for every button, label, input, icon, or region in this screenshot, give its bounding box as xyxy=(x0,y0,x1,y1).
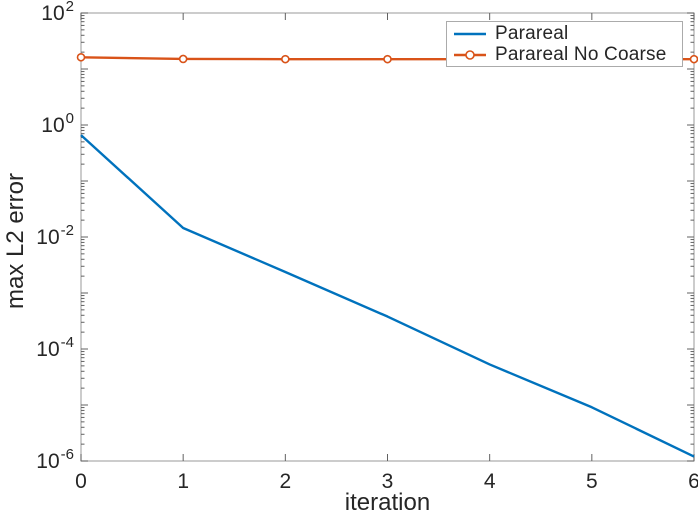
legend: Parareal Parareal No Coarse xyxy=(446,21,683,67)
x-tick-label: 1 xyxy=(177,470,189,493)
x-tick-label: 2 xyxy=(279,470,291,493)
x-axis-label: iteration xyxy=(344,489,431,515)
x-tick-label: 4 xyxy=(484,470,496,493)
series-marker-parareal-no-coarse xyxy=(178,54,188,64)
y-tick-label: 100 xyxy=(41,110,74,137)
y-tick-label: 10-6 xyxy=(36,446,74,473)
x-tick-label: 5 xyxy=(586,470,598,493)
y-axis-label: max L2 error xyxy=(2,172,29,310)
legend-item-parareal-no-coarse: Parareal No Coarse xyxy=(452,44,682,65)
parareal-line-sample-icon xyxy=(454,32,486,35)
y-tick-label: 10-4 xyxy=(36,334,74,361)
legend-label-parareal: Parareal xyxy=(495,22,569,44)
series-line-parareal xyxy=(80,134,695,458)
x-tick-label: 3 xyxy=(382,470,394,493)
parareal-no-coarse-line-sample-icon xyxy=(454,49,486,60)
legend-label-parareal-no-coarse: Parareal No Coarse xyxy=(495,43,667,65)
y-tick-label: 102 xyxy=(41,0,74,25)
legend-item-parareal: Parareal xyxy=(452,23,682,44)
y-tick-label: 10-2 xyxy=(36,222,74,249)
series-marker-parareal-no-coarse xyxy=(689,54,698,64)
x-tick-label: 6 xyxy=(688,470,698,493)
series-marker-parareal-no-coarse xyxy=(76,52,86,62)
series-marker-parareal-no-coarse xyxy=(383,54,392,64)
series-marker-parareal-no-coarse xyxy=(281,54,290,64)
x-tick-label: 0 xyxy=(75,470,87,493)
axes-box xyxy=(80,12,695,462)
